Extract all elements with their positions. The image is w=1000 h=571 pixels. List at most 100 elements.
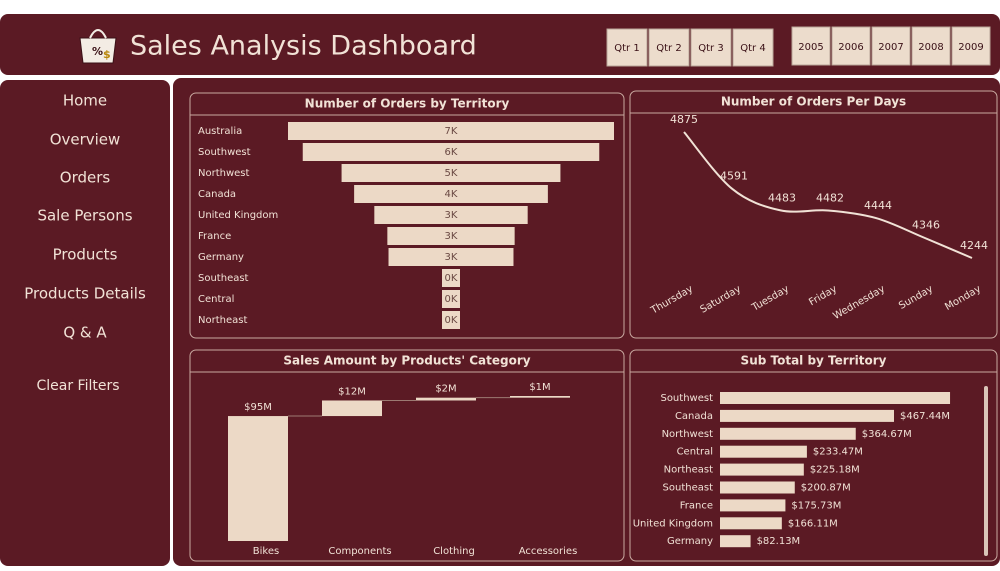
value-label: 0K [445,273,458,284]
year-button[interactable] [871,26,911,66]
year-label: 2007 [878,42,903,53]
funnel-bar [387,227,515,245]
value-label: $1M [529,382,550,393]
nav-item[interactable]: Orders [60,169,111,187]
value-label: 5K [445,168,458,179]
category-label: Northwest [198,168,250,179]
funnel-bar [302,143,600,161]
point-label: 4591 [720,170,748,183]
quarter-button[interactable] [690,28,732,67]
chart-title: Sub Total by Territory [741,354,887,368]
year-button[interactable] [831,26,871,66]
bar [720,499,786,512]
nav-item[interactable]: Q & A [63,324,107,342]
logo: % $ [79,29,117,64]
bar [720,445,807,458]
bar [720,463,804,476]
point-label: 4482 [816,191,844,204]
value-label: $166.11M [788,518,838,529]
value-label: 3K [445,231,458,242]
year-button[interactable] [911,26,951,66]
point-label: 4444 [864,199,892,212]
quarter-button[interactable] [648,28,690,67]
chart-title: Sales Amount by Products' Category [283,354,530,368]
category-label: France [198,231,231,242]
quarter-button[interactable] [606,28,648,67]
chart-card [189,92,625,339]
category-label: Germany [667,536,713,547]
category-label: Northeast [198,315,247,326]
year-label: 2008 [918,42,943,53]
funnel-bar [341,164,561,182]
category-label: United Kingdom [633,518,713,529]
waterfall-bar [416,397,476,401]
bar [720,409,894,422]
value-label: 0K [445,315,458,326]
category-label: Southeast [663,483,714,494]
point-label: 4483 [768,191,796,204]
x-tick-label: Components [328,546,391,557]
quarter-button[interactable] [732,28,774,67]
nav-item[interactable]: Products [53,246,118,264]
point-label: 4346 [912,219,940,232]
year-button[interactable] [951,26,991,66]
funnel-bar [442,290,460,308]
scrollbar [984,386,988,556]
category-label: Southwest [198,147,251,158]
funnel-bar [374,206,528,224]
chart-title: Number of Orders by Territory [305,97,510,111]
funnel-bar [354,185,548,203]
year-label: 2005 [798,42,823,53]
chart-card [189,349,625,562]
category-label: United Kingdom [198,210,278,221]
nav-item[interactable]: Overview [50,131,121,149]
point-label: 4875 [670,113,698,126]
category-label: Australia [198,126,242,137]
x-tick-label: Accessories [519,546,578,557]
category-label: Southwest [660,393,713,404]
category-label: Germany [198,252,244,263]
bar [720,517,782,530]
dashboard-title: Sales Analysis Dashboard [130,31,477,62]
quarter-label: Qtr 1 [614,43,639,54]
value-label: 3K [445,210,458,221]
category-label: Northeast [664,465,713,476]
nav-panel [0,80,170,566]
x-tick-label: Clothing [433,546,475,557]
category-label: Canada [675,411,713,422]
value-label: $2M [435,384,456,395]
category-label: Northwest [662,429,714,440]
value-label: 7K [445,126,458,137]
value-label: $95M [244,402,272,413]
value-label: $364.67M [862,429,912,440]
year-label: 2006 [838,42,863,53]
bar [720,392,951,404]
nav-item[interactable]: Home [63,92,107,110]
clear-filters[interactable]: Clear Filters [36,378,119,394]
svg-text:$: $ [103,48,111,61]
year-button[interactable] [791,26,831,66]
value-label: 6K [445,147,458,158]
value-label: $12M [338,386,366,397]
value-label: 3K [445,252,458,263]
funnel-bar [442,311,460,329]
waterfall-bar [228,416,288,541]
point-label: 4244 [960,239,988,252]
value-label: $82.13M [757,536,801,547]
bar [720,427,856,440]
nav-item[interactable]: Sale Persons [37,207,132,225]
nav-item[interactable]: Products Details [24,285,146,303]
value-label: 4K [445,189,458,200]
value-label: $200.87M [801,483,851,494]
year-label: 2009 [958,42,983,53]
waterfall-bar [510,396,570,398]
chart-card [629,349,998,562]
value-label: $225.18M [810,465,860,476]
bar [720,481,795,494]
category-label: Central [677,447,713,458]
category-label: France [680,500,713,511]
chart-card [629,90,998,339]
line [683,131,973,259]
quarter-label: Qtr 2 [656,43,681,54]
svg-text:%: % [92,45,103,58]
